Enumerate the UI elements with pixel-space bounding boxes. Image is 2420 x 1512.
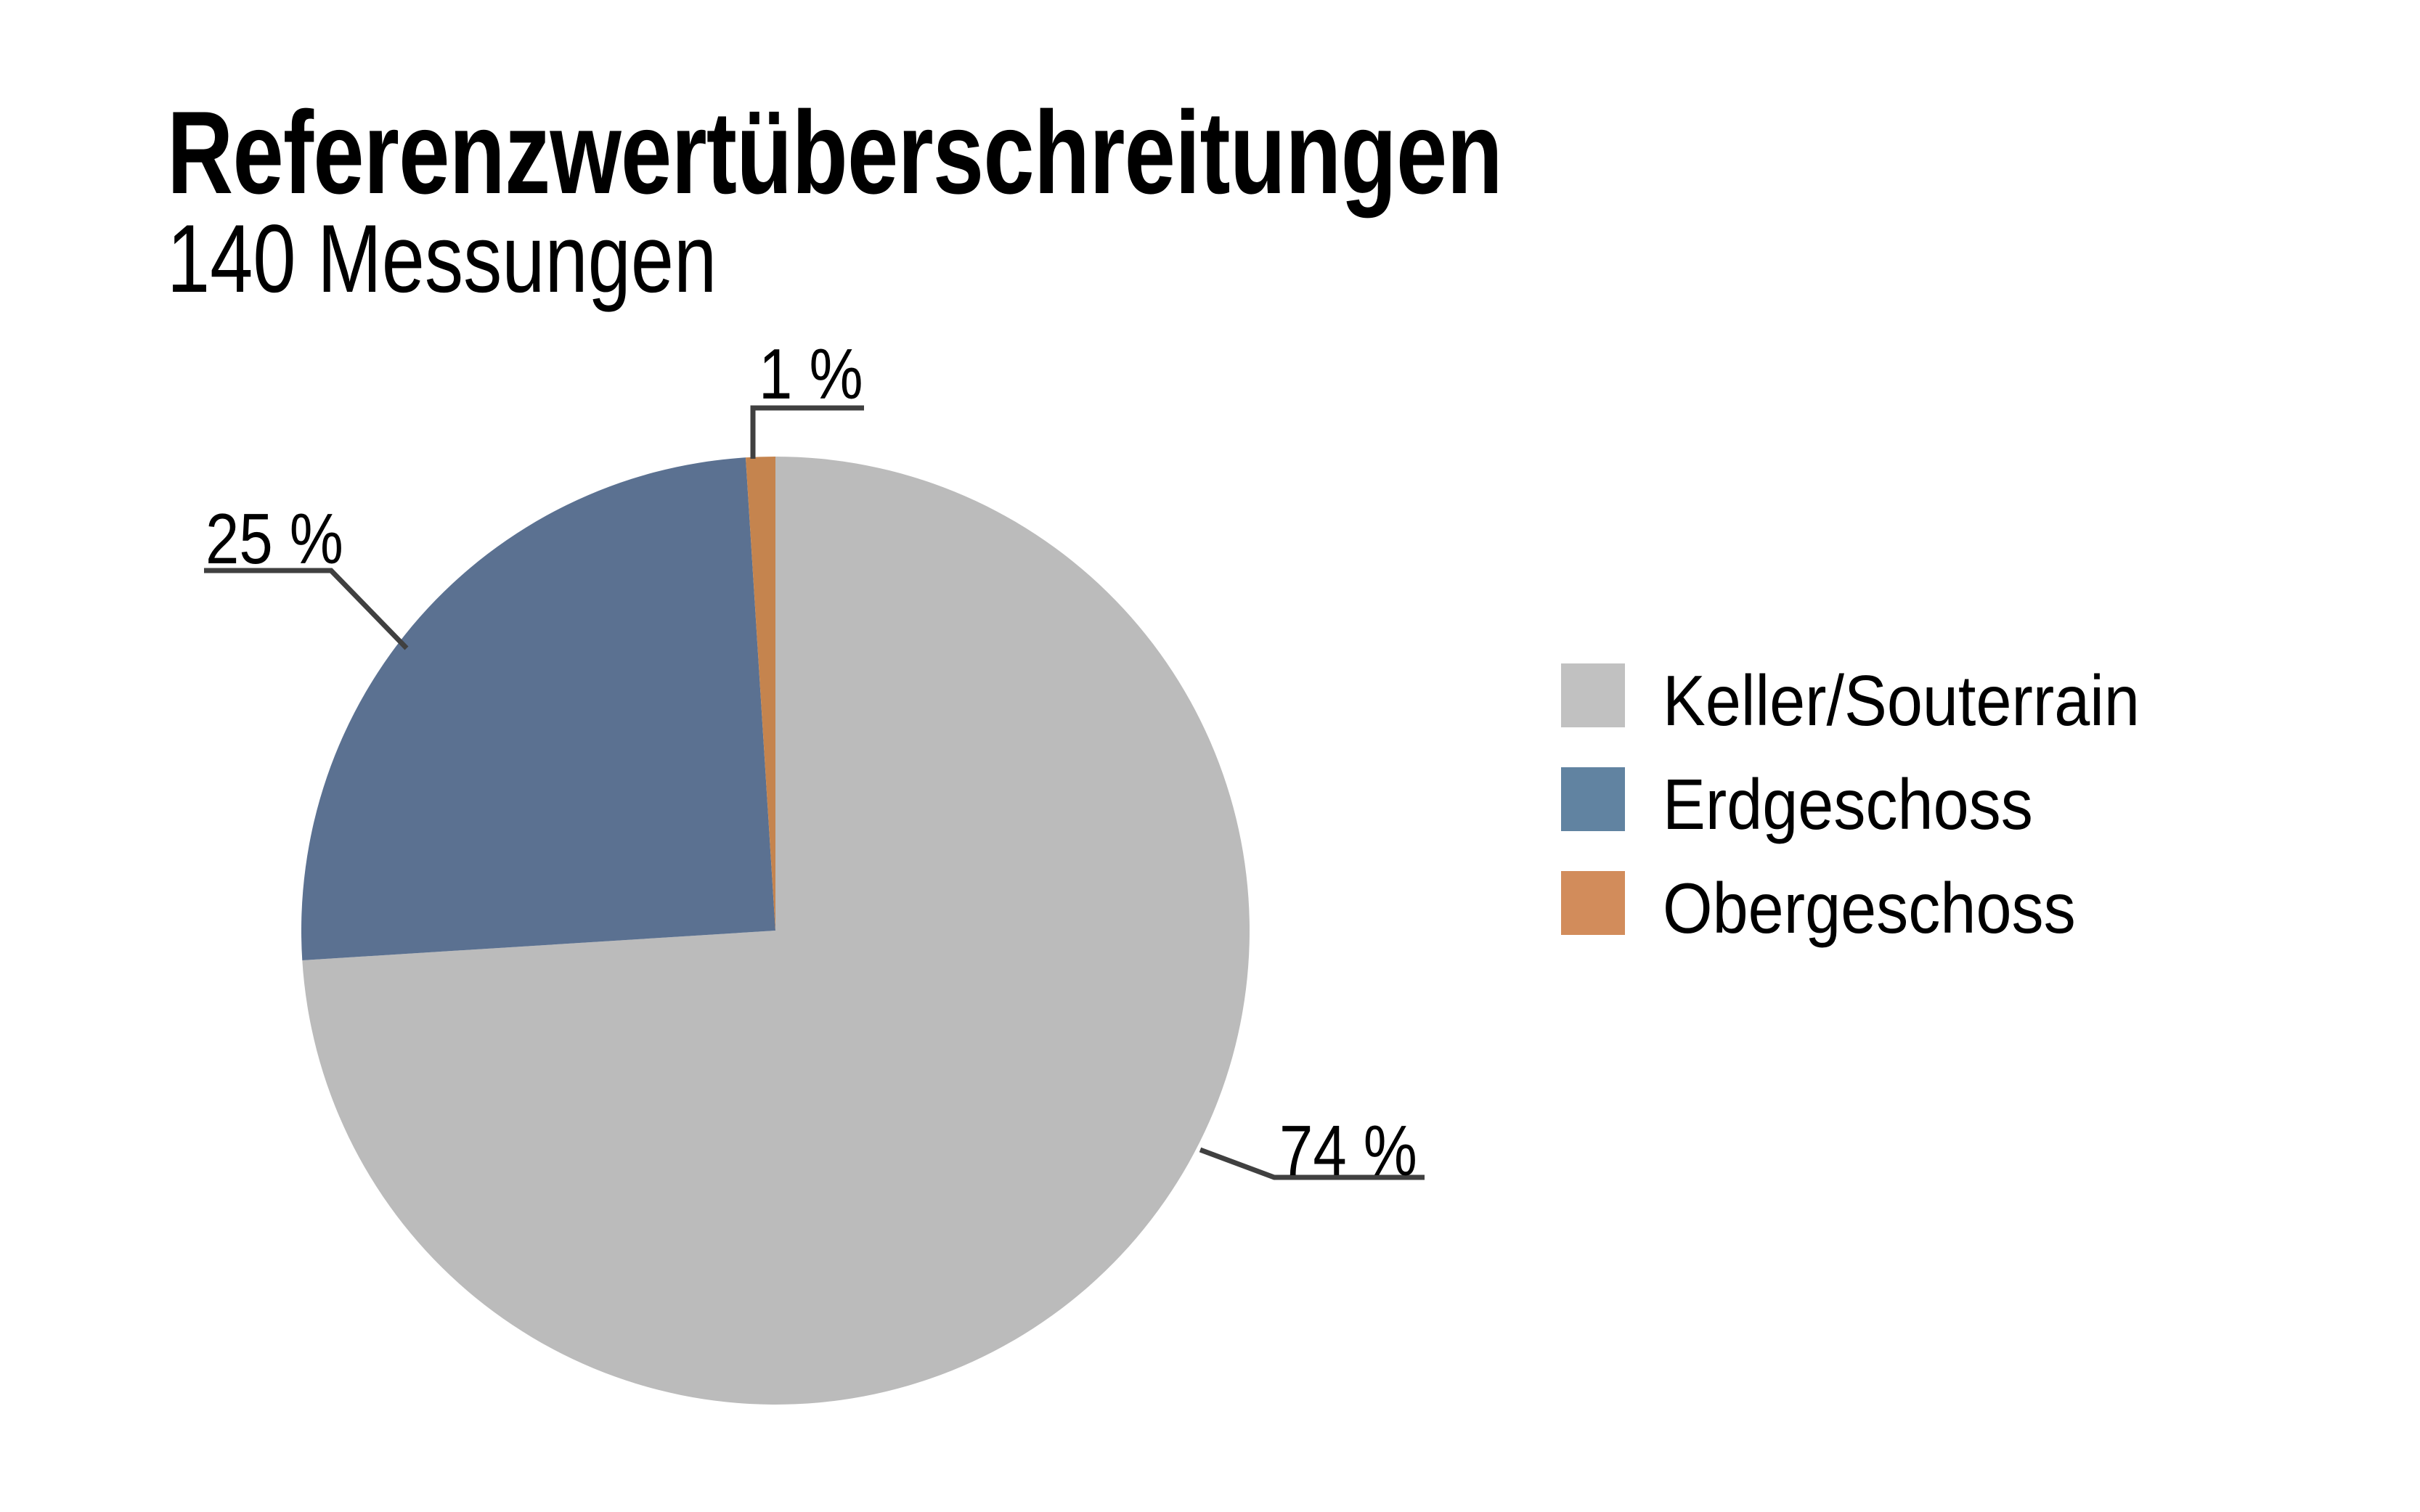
callout-label-keller-souterrain: 74 % [1279, 1111, 1417, 1190]
callout-label-obergeschoss: 1 % [759, 334, 863, 414]
chart-title: Referenzwertüberschreitungen [167, 87, 1503, 218]
pie-slice-obergeschoss [745, 457, 775, 931]
legend-label-obergeschoss: Obergeschoss [1663, 868, 2076, 948]
chart-subtitle: 140 Messungen [167, 205, 717, 313]
legend-label-keller-souterrain: Keller/Souterrain [1663, 661, 2140, 740]
legend-swatch-keller-souterrain [1561, 663, 1625, 727]
legend-swatch-obergeschoss [1561, 871, 1625, 935]
callout-line-keller-souterrain [1199, 1147, 1425, 1180]
legend-swatch-erdgeschoss [1561, 767, 1625, 831]
callout-label-erdgeschoss: 25 % [205, 499, 343, 579]
pie-slice-keller-souterrain [302, 457, 1250, 1405]
callout-line-erdgeschoss [204, 568, 409, 650]
callout-line-obergeschoss [750, 405, 864, 459]
pie-slice-erdgeschoss [301, 457, 775, 961]
pie-slices [301, 457, 1250, 1405]
legend-label-erdgeschoss: Erdgeschoss [1663, 764, 2033, 844]
